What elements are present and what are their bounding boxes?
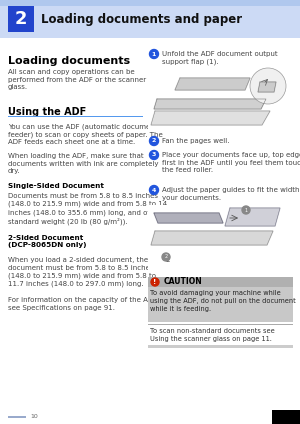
Text: When you load a 2-sided document, the
document must be from 5.8 to 8.5 inches
(1: When you load a 2-sided document, the do… bbox=[8, 257, 156, 287]
Bar bbox=[8, 6, 34, 32]
Bar bbox=[148, 277, 293, 287]
Text: For information on the capacity of the ADF
see Specifications on page 91.: For information on the capacity of the A… bbox=[8, 297, 157, 311]
Bar bbox=[148, 324, 293, 325]
Circle shape bbox=[162, 253, 170, 261]
Polygon shape bbox=[225, 208, 280, 226]
Polygon shape bbox=[154, 99, 266, 109]
Bar bbox=[8, 416, 26, 418]
Bar bbox=[148, 68, 293, 130]
Text: 2: 2 bbox=[15, 10, 27, 28]
Bar bbox=[148, 277, 293, 322]
Text: 10: 10 bbox=[30, 414, 38, 419]
Text: Using the ADF: Using the ADF bbox=[8, 107, 86, 117]
Text: Unfold the ADF document output
support flap (1).: Unfold the ADF document output support f… bbox=[162, 51, 278, 65]
Text: All scan and copy operations can be
performed from the ADF or the scanner
glass.: All scan and copy operations can be perf… bbox=[8, 69, 146, 90]
Bar bbox=[148, 205, 293, 273]
Text: 3: 3 bbox=[152, 153, 156, 157]
Circle shape bbox=[149, 50, 158, 59]
Text: When loading the ADF, make sure that
documents written with ink are completely
d: When loading the ADF, make sure that doc… bbox=[8, 153, 158, 175]
Text: To scan non-standard documents see
Using the scanner glass on page 11.: To scan non-standard documents see Using… bbox=[150, 328, 275, 342]
Circle shape bbox=[149, 151, 158, 159]
Bar bbox=[8, 116, 143, 117]
Text: You can use the ADF (automatic document
feeder) to scan or copy sheets of paper.: You can use the ADF (automatic document … bbox=[8, 123, 163, 145]
Circle shape bbox=[151, 278, 159, 286]
Polygon shape bbox=[154, 213, 223, 223]
Polygon shape bbox=[175, 78, 250, 90]
Text: Fan the pages well.: Fan the pages well. bbox=[162, 138, 230, 144]
Text: 2: 2 bbox=[152, 139, 156, 143]
Polygon shape bbox=[151, 111, 270, 125]
Bar bbox=[272, 410, 300, 424]
Text: 1: 1 bbox=[152, 51, 156, 56]
Text: Adjust the paper guides to fit the width of
your documents.: Adjust the paper guides to fit the width… bbox=[162, 187, 300, 201]
Polygon shape bbox=[258, 82, 276, 92]
Circle shape bbox=[242, 206, 250, 214]
Circle shape bbox=[250, 68, 286, 104]
Polygon shape bbox=[151, 231, 273, 245]
Circle shape bbox=[149, 137, 158, 145]
Text: To avoid damaging your machine while
using the ADF, do not pull on the document
: To avoid damaging your machine while usi… bbox=[150, 290, 296, 312]
Text: Loading documents: Loading documents bbox=[8, 56, 130, 66]
Text: !: ! bbox=[153, 279, 157, 285]
Bar bbox=[0, 0, 300, 6]
Bar bbox=[0, 0, 300, 38]
Text: 4: 4 bbox=[152, 187, 156, 192]
Text: Loading documents and paper: Loading documents and paper bbox=[41, 12, 242, 25]
Text: 2: 2 bbox=[166, 257, 170, 263]
Text: Single-Sided Document: Single-Sided Document bbox=[8, 183, 104, 189]
Text: 2: 2 bbox=[164, 254, 168, 259]
Bar bbox=[148, 345, 293, 348]
Text: Documents must be from 5.8 to 8.5 inches
(148.0 to 215.9 mm) wide and from 5.8 t: Documents must be from 5.8 to 8.5 inches… bbox=[8, 193, 167, 225]
Text: CAUTION: CAUTION bbox=[164, 277, 203, 287]
Circle shape bbox=[149, 186, 158, 195]
Text: 2-Sided Document
(DCP-8065DN only): 2-Sided Document (DCP-8065DN only) bbox=[8, 235, 86, 248]
Text: Place your documents face up, top edge
first in the ADF until you feel them touc: Place your documents face up, top edge f… bbox=[162, 152, 300, 173]
Text: 1: 1 bbox=[244, 207, 247, 212]
